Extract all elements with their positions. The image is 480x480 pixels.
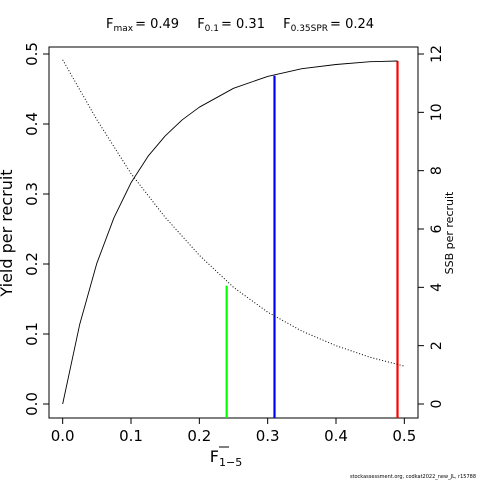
- x-axis-label: F1−5: [210, 447, 242, 469]
- y2-axis: 0 2 4 6 8 10 12: [418, 45, 445, 408]
- x-tick-label: 0.2: [187, 427, 211, 445]
- y-axis-label: Yield per recruit: [0, 169, 16, 297]
- ssb-per-recruit-line: [62, 59, 405, 367]
- y2-tick-label: 10: [429, 103, 445, 121]
- x-axis-label-sub: 1−5: [219, 456, 242, 469]
- f035-symbol: F: [283, 17, 290, 32]
- x-axis-label-main: F: [210, 447, 219, 466]
- y2-tick-label: 0: [429, 400, 445, 409]
- y2-axis-label: SSB per recruit: [443, 191, 456, 274]
- y-tick-label: 0.2: [23, 252, 41, 276]
- y2-tick-label: 12: [429, 45, 445, 63]
- series-layer: [62, 59, 405, 405]
- reference-lines: [225, 61, 399, 418]
- x-tick-label: 0.5: [392, 427, 416, 445]
- y-tick-label: 0.5: [23, 42, 41, 66]
- f01-value: = 0.31: [221, 17, 265, 32]
- y2-tick-label: 4: [429, 283, 445, 292]
- x-tick-label: 0.3: [256, 427, 280, 445]
- f01-subscript: 0.1: [205, 24, 219, 34]
- f035-value: = 0.24: [330, 17, 374, 32]
- yield-per-recruit-line: [62, 60, 398, 405]
- x-tick-label: 0.1: [119, 427, 143, 445]
- fmax-subscript: max: [113, 24, 133, 34]
- y2-tick-label: 6: [429, 224, 445, 233]
- chart-title: Fmax = 0.49 F0.1 = 0.31 F0.35SPR = 0.24: [106, 17, 374, 34]
- f035-subscript: 0.35SPR: [291, 24, 328, 34]
- x-tick-label: 0.0: [51, 427, 75, 445]
- plot-frame: [48, 46, 419, 419]
- y-tick-label: 0.1: [23, 322, 41, 346]
- fmax-symbol: F: [106, 17, 113, 32]
- f01-symbol: F: [197, 17, 204, 32]
- credit-text: stockassessment.org, codkat2022_new_JL, …: [350, 474, 476, 480]
- y-tick-label: 0.3: [23, 182, 41, 206]
- fmax-value: = 0.49: [135, 17, 179, 32]
- y-tick-label: 0.4: [23, 112, 41, 136]
- y2-tick-label: 8: [429, 166, 445, 175]
- y2-tick-label: 2: [429, 341, 445, 350]
- x-tick-label: 0.4: [324, 427, 348, 445]
- y-tick-label: 0.0: [23, 392, 41, 416]
- y-axis: 0.0 0.1 0.2 0.3 0.4 0.5: [23, 42, 49, 416]
- x-axis: 0.0 0.1 0.2 0.3 0.4 0.5: [51, 418, 416, 445]
